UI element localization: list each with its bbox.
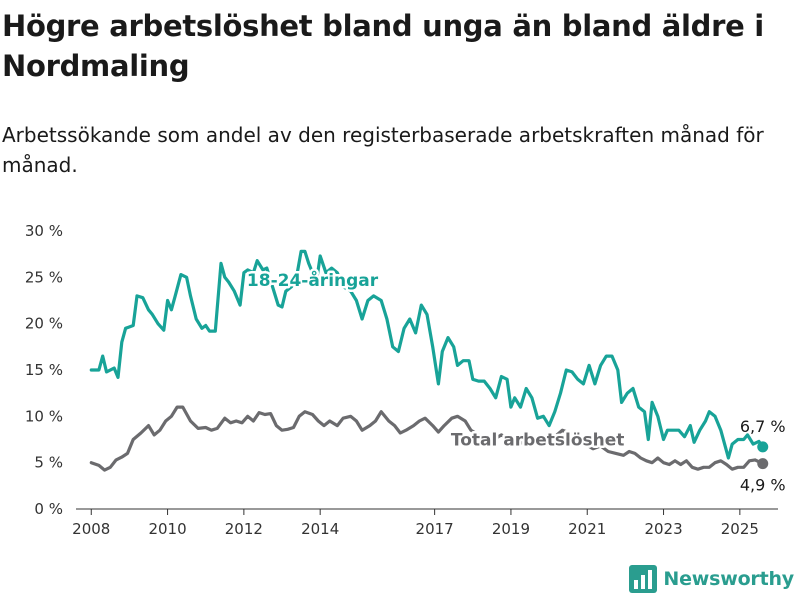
chart-title: Högre arbetslöshet bland unga än bland ä… [2,9,764,83]
x-tick-label: 2012 [225,520,263,538]
x-tick-label: 2008 [72,520,110,538]
series-line-total [89,405,765,472]
series-end-dot-youth [757,441,769,453]
series-name-label-youth: 18-24-åringar [247,269,379,291]
series-end-label-youth: 6,7 % [740,417,786,436]
series-name-label-total: Total arbetslöshet [451,431,625,451]
y-tick-label: 10 % [25,407,63,425]
x-tick-label: 2017 [416,520,454,538]
brand-name: Newsworthy [663,568,794,590]
y-tick-label: 30 % [25,222,63,240]
x-tick-label: 2019 [492,520,530,538]
x-tick-label: 2021 [568,520,606,538]
y-tick-label: 5 % [34,454,63,472]
y-tick-label: 25 % [25,268,63,286]
line-chart: 0 % 5 % 10 % 15 % 20 % 25 % 30 % 2008 2010 2012 20… [25,222,786,538]
series-end-dot-total [757,458,769,470]
x-tick-label: 2014 [301,520,339,538]
x-tick-label: 2025 [721,520,759,538]
newsworthy-logo-icon [629,565,658,593]
chart-subtitle: Arbetssökande som andel av den registerb… [2,123,764,177]
x-tick-label: 2023 [644,520,682,538]
brand-logo[interactable]: Newsworthy [629,564,794,594]
series-line-youth [89,249,765,460]
x-tick-label: 2010 [148,520,186,538]
y-tick-label: 20 % [25,315,63,333]
y-tick-label: 15 % [25,361,63,379]
series-end-label-total: 4,9 % [740,476,786,495]
y-tick-label: 0 % [34,500,63,518]
